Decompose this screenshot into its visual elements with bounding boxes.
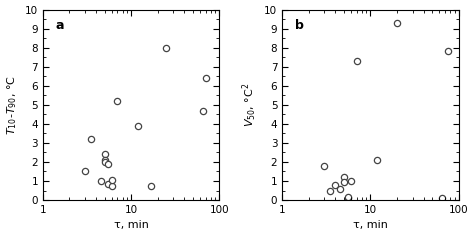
X-axis label: τ, min: τ, min (353, 220, 388, 230)
Point (327, 190, 334, 193)
Text: b: b (294, 19, 303, 32)
Point (108, 178, 115, 182)
Point (320, 164, 328, 168)
Point (199, 109, 207, 112)
Y-axis label: $V_{50}$, °C$^2$: $V_{50}$, °C$^2$ (240, 83, 259, 127)
Point (163, 46, 170, 50)
Point (101, 158, 109, 162)
Point (202, 76, 210, 80)
Point (393, 21, 401, 25)
Point (134, 124, 142, 128)
Point (114, 99, 121, 103)
Point (374, 158, 381, 162)
Point (148, 184, 155, 188)
Point (438, 196, 446, 200)
Point (344, 196, 351, 200)
Point (331, 183, 339, 187)
Point (336, 187, 344, 190)
Point (104, 182, 112, 186)
Point (87, 137, 95, 141)
Point (97, 179, 104, 183)
Point (353, 59, 361, 63)
Point (347, 179, 355, 183)
Point (444, 50, 451, 53)
Point (101, 152, 109, 156)
Point (101, 160, 109, 164)
Point (340, 180, 347, 184)
Point (108, 184, 115, 188)
X-axis label: τ, min: τ, min (114, 220, 148, 230)
Text: a: a (55, 19, 64, 32)
Point (340, 175, 347, 179)
Point (104, 162, 112, 166)
Point (344, 195, 351, 199)
Y-axis label: $T_{10}$-$T_{90}$, °C: $T_{10}$-$T_{90}$, °C (6, 75, 19, 135)
Point (81, 170, 89, 173)
